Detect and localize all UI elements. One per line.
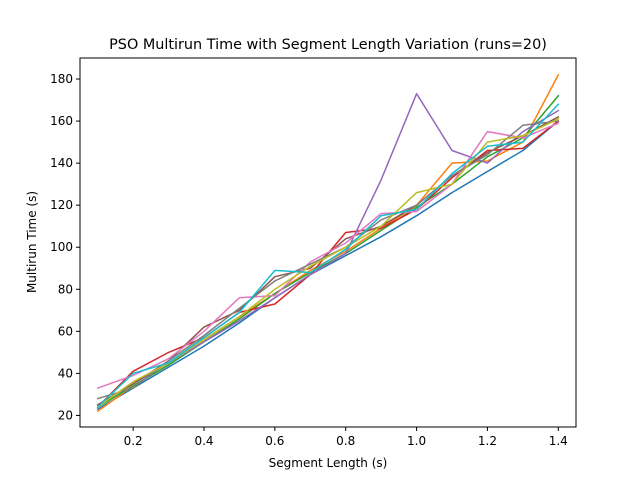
x-tick-label: 0.2 — [124, 434, 143, 448]
y-tick-label: 80 — [58, 282, 73, 296]
chart-title: PSO Multirun Time with Segment Length Va… — [109, 37, 547, 53]
y-tick-label: 20 — [58, 408, 73, 422]
x-axis-label: Segment Length (s) — [269, 456, 388, 470]
y-tick-label: 40 — [58, 366, 73, 380]
y-tick-label: 100 — [50, 240, 73, 254]
y-axis: 20 40 60 80 100 120 140 160 180 — [50, 72, 80, 422]
x-tick-label: 1.0 — [407, 434, 426, 448]
y-tick-label: 160 — [50, 114, 73, 128]
series-layer — [96, 73, 560, 413]
series-line-8 — [96, 120, 560, 400]
series-line-10 — [96, 103, 560, 409]
y-tick-label: 140 — [50, 156, 73, 170]
series-line-7 — [96, 122, 560, 390]
plot-frame — [79, 57, 577, 428]
x-tick-label: 0.4 — [194, 434, 213, 448]
y-tick-label: 180 — [50, 72, 73, 86]
series-line-1 — [96, 120, 560, 411]
y-tick-label: 60 — [58, 324, 73, 338]
x-tick-label: 0.8 — [336, 434, 355, 448]
x-tick-label: 1.2 — [478, 434, 497, 448]
x-axis: 0.2 0.4 0.6 0.8 1.0 1.2 1.4 — [124, 427, 568, 448]
x-tick-label: 0.6 — [265, 434, 284, 448]
series-line-6 — [96, 115, 560, 406]
y-tick-label: 120 — [50, 198, 73, 212]
x-tick-label: 1.4 — [549, 434, 568, 448]
y-axis-label: Multirun Time (s) — [25, 191, 39, 293]
